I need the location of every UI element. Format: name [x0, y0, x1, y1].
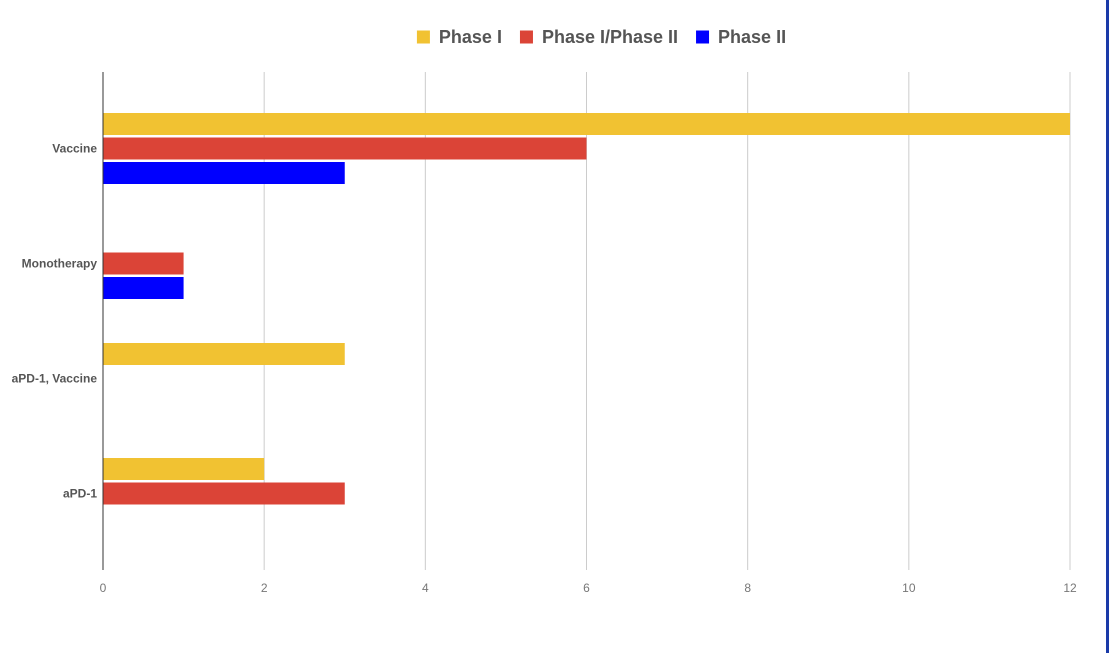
bars — [103, 113, 1070, 505]
x-tick-label: 12 — [1063, 581, 1077, 595]
legend-label: Phase I — [439, 27, 502, 47]
bar-phase-i-apd-1 — [103, 458, 265, 480]
x-tick-label: 0 — [100, 581, 107, 595]
category-label: Monotherapy — [22, 257, 98, 271]
x-tick-label: 4 — [422, 581, 429, 595]
bar-phase-i-vaccine — [103, 113, 1070, 135]
x-tick-label: 6 — [583, 581, 590, 595]
legend-label: Phase II — [718, 27, 786, 47]
legend-swatch — [519, 30, 533, 44]
x-tick-label: 10 — [902, 581, 916, 595]
x-tick-labels: 0 2 4 6 8 10 12 — [100, 581, 1077, 595]
legend-label: Phase I/Phase II — [542, 27, 678, 47]
bar-phase-i-phase-ii-vaccine — [103, 137, 587, 160]
x-tick-label: 8 — [744, 581, 751, 595]
bar-phase-i-apd-1-vaccine — [103, 343, 345, 365]
category-label: Vaccine — [52, 142, 97, 156]
legend: Phase I Phase I/Phase II Phase II — [416, 27, 786, 47]
legend-swatch — [696, 30, 710, 44]
bar-phase-ii-monotherapy — [103, 277, 184, 299]
bar-phase-i-phase-ii-apd-1 — [103, 482, 345, 505]
legend-swatch — [416, 30, 430, 44]
category-label: aPD-1 — [63, 487, 97, 501]
category-labels: Vaccine Monotherapy aPD-1, Vaccine aPD-1 — [12, 142, 98, 501]
window-edge — [1106, 0, 1109, 653]
bar-phase-i-phase-ii-monotherapy — [103, 252, 184, 275]
category-label: aPD-1, Vaccine — [12, 372, 98, 386]
bar-phase-ii-vaccine — [103, 162, 345, 184]
x-tick-label: 2 — [261, 581, 268, 595]
